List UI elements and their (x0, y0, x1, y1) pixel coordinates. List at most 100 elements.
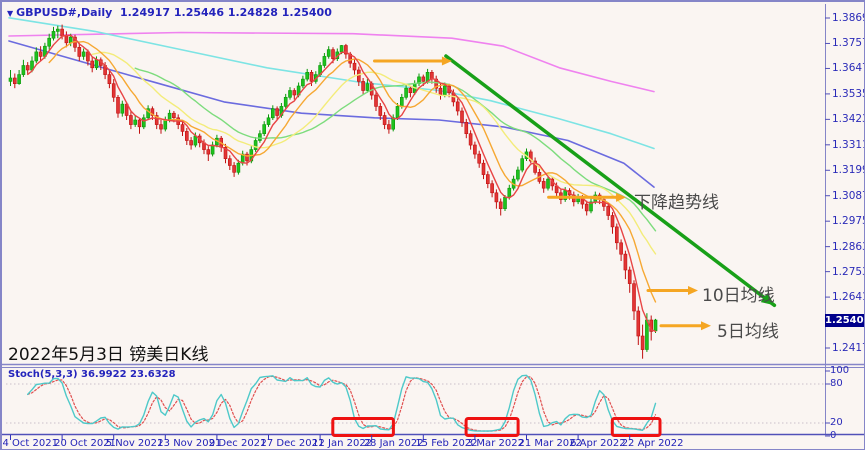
candle (391, 117, 396, 130)
candle (270, 108, 275, 119)
candle (494, 192, 499, 203)
candle (142, 117, 146, 128)
candle (64, 35, 69, 44)
candle (503, 197, 507, 210)
ma10-pointer-arrow-head (688, 286, 698, 295)
candle (507, 187, 512, 198)
candle (258, 133, 262, 141)
candle (185, 131, 189, 141)
candle (541, 181, 546, 189)
candle (167, 112, 172, 121)
candle (172, 112, 176, 118)
candle (34, 51, 39, 62)
candle (344, 45, 348, 55)
candle (653, 319, 658, 332)
candle (8, 77, 13, 82)
candle (606, 206, 611, 216)
candle (120, 103, 125, 114)
date-axis-label: 12 Jan 2022 (312, 438, 373, 449)
stoch-highlight-box-2 (464, 417, 520, 437)
ma-line-ma200 (8, 31, 655, 93)
descending-trendline (444, 54, 777, 308)
candle (614, 226, 619, 244)
candles-layer (8, 24, 658, 359)
candle (305, 72, 310, 80)
candle (301, 78, 305, 87)
candle (589, 201, 593, 212)
candle (13, 77, 17, 84)
price-axis-label: 1.38690 (832, 12, 864, 24)
candle (25, 65, 30, 71)
price-axis-label: 1.34230 (832, 113, 864, 126)
candle (262, 124, 267, 134)
price-axis-label: 1.31990 (832, 164, 864, 177)
candle (460, 110, 464, 123)
date-axis-label: 22 Apr 2022 (621, 438, 684, 449)
candle (382, 115, 387, 125)
candle (636, 310, 641, 337)
candle (640, 335, 645, 350)
candle (387, 124, 391, 130)
candle (236, 162, 241, 173)
candle (266, 117, 271, 125)
candle (47, 37, 52, 47)
ma-line-ma30 (134, 67, 657, 232)
candle (275, 108, 279, 116)
candle (137, 119, 142, 128)
candle (442, 85, 447, 96)
date-axis-label: 5 Nov 2021 (105, 438, 164, 449)
candle (133, 119, 137, 125)
stoch-k-line (27, 374, 657, 432)
candle (223, 147, 228, 160)
chart-title: ▼ GBPUSD#,Daily 1.24917 1.25446 1.24828 1… (7, 6, 332, 19)
candle (619, 242, 623, 255)
candle (150, 108, 155, 116)
ma5-pointer-arrow-head (701, 321, 711, 331)
price-axis-label: 1.36470 (832, 62, 864, 75)
candle (404, 87, 408, 98)
candle (473, 144, 477, 155)
ma10-annotation-label: 10日均线 (702, 286, 775, 306)
candle (632, 283, 636, 312)
date-axis-label: 27 Dec 2021 (260, 438, 325, 449)
candle (516, 169, 520, 180)
stoch-highlight-box-1 (331, 417, 395, 437)
candle (528, 151, 533, 162)
candle (584, 203, 589, 212)
candle (546, 178, 550, 189)
candle (210, 144, 215, 155)
candle (283, 97, 288, 107)
candle (129, 115, 133, 125)
ma-line-ma60 (8, 40, 655, 188)
ma5-annotation-label: 5日均线 (717, 322, 779, 342)
date-axis-label: 23 Nov 2021 (157, 438, 222, 449)
price-axis-label: 1.35350 (832, 87, 864, 100)
candle (180, 124, 185, 132)
price-axis-label: 1.28630 (832, 240, 864, 253)
date-axis-label: 4 Oct 2021 (2, 438, 58, 449)
candle (421, 76, 426, 82)
collapse-triangle-icon[interactable]: ▼ (7, 9, 14, 18)
price-axis-label: 1.26410 (832, 291, 864, 304)
candle (498, 201, 503, 209)
candle (645, 319, 649, 350)
stoch-scale-label: 20 (830, 417, 843, 428)
stoch-highlight-box-3 (610, 417, 662, 437)
candle (90, 60, 94, 69)
date-axis-label: 3 Mar 2022 (466, 438, 524, 449)
candle (21, 65, 26, 75)
candle (51, 31, 56, 39)
candle (438, 87, 443, 96)
candle (339, 45, 344, 53)
candle (490, 183, 494, 194)
candle (365, 83, 370, 91)
candle (146, 108, 150, 119)
candle (159, 124, 163, 130)
price-axis-label: 1.33110 (832, 138, 864, 151)
chart-ohlc-values: 1.24917 1.25446 1.24828 1.25400 (119, 6, 332, 19)
candle (520, 158, 525, 171)
